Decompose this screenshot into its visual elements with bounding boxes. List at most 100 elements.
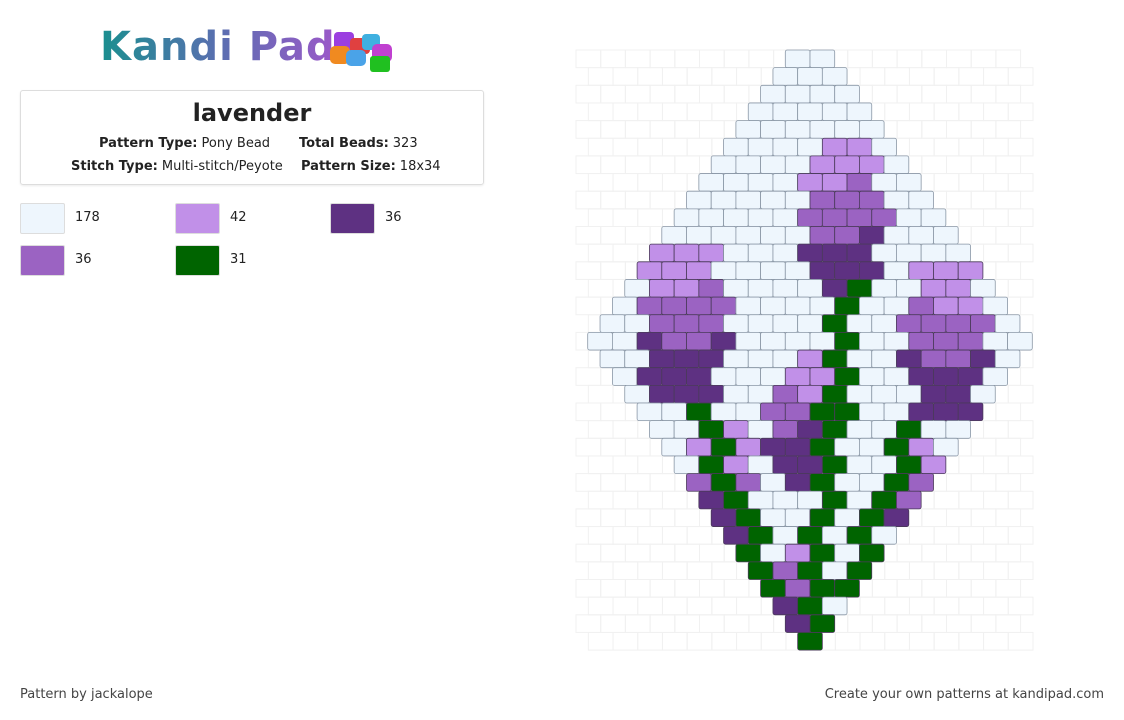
bead [624,314,650,333]
bead [821,243,848,263]
bead [945,349,971,369]
bead [747,384,774,404]
bead [809,120,836,139]
grid-cell [686,596,713,616]
bead [698,208,724,227]
grid-cell [958,526,985,545]
grid-cell [859,596,886,616]
bead [723,314,749,333]
grid-cell [587,561,614,580]
bead [735,190,761,210]
bead [858,473,885,492]
bead [673,314,700,333]
bead [784,508,811,527]
bead [896,314,922,333]
grid-cell [637,137,663,157]
bead [760,579,786,598]
grid-cell [600,508,626,528]
bead [698,173,724,192]
bead [784,579,811,598]
grid-cell [686,137,713,157]
field-value: Pony Bead [201,136,271,151]
grid-cell [983,420,1009,439]
grid-cell [995,261,1022,280]
grid-cell [600,49,626,69]
bead [710,155,737,174]
bead [661,402,687,422]
bead [784,402,811,422]
bead [858,543,885,563]
color-swatch[interactable] [20,245,65,276]
bead [858,331,885,351]
grid-cell [575,49,602,69]
logo[interactable]: Kandi Pad [100,24,336,70]
bead [896,173,922,192]
grid-cell [958,596,985,616]
grid-cell [995,402,1022,422]
color-swatch[interactable] [330,203,375,234]
grid-cell [1007,596,1034,616]
grid-cell [958,102,985,122]
bead [871,137,897,157]
color-swatch[interactable] [175,203,220,234]
grid-cell [983,596,1009,616]
bead [809,473,836,492]
grid-cell [933,561,960,580]
bead [809,614,836,633]
bead [710,473,737,492]
bead [599,349,626,369]
grid-cell [921,508,947,528]
bead [858,402,885,422]
grid-cell [983,243,1009,263]
bead [809,190,836,210]
grid-cell [970,579,997,598]
grid-cell [884,631,910,651]
grid-cell [575,190,602,210]
bead [883,508,910,527]
field-value: 323 [392,136,418,151]
grid-cell [970,508,997,528]
bead [797,279,823,298]
grid-cell [1007,490,1034,510]
bead [994,349,1021,369]
credit: Pattern by jackalope [20,687,153,702]
bead [834,120,860,139]
grid-cell [711,561,738,580]
bead [871,420,897,439]
grid-cell [624,49,651,69]
grid-cell [908,137,935,157]
color-swatch[interactable] [175,245,220,276]
grid-cell [637,173,663,192]
grid-cell [921,155,947,175]
bead [723,279,749,298]
grid-cell [649,84,676,104]
grid-cell [600,261,626,280]
field-value: 18x34 [399,159,441,174]
grid-cell [575,367,602,386]
field-value: Multi-stitch/Peyote [161,159,283,174]
bead [747,455,774,475]
grid-cell [587,384,614,404]
grid-cell [946,84,972,104]
bead [735,508,761,527]
bead [982,331,1008,351]
info-field: Stitch Type: Multi-stitch/Peyote [71,159,283,174]
promo-link[interactable]: Create your own patterns at kandipad.com [824,687,1104,702]
bead [846,173,873,192]
grid-cell [612,208,639,228]
bead [809,508,836,527]
grid-cell [958,67,985,86]
grid-cell [983,102,1009,122]
bead [933,226,959,245]
bead [760,367,786,386]
grid-cell [884,596,910,616]
color-swatch[interactable] [20,203,65,234]
grid-cell [1007,278,1034,298]
grid-cell [661,526,688,545]
grid-cell [896,84,923,104]
grid-cell [649,120,676,139]
bead [673,243,700,263]
bead [735,473,761,492]
bead [636,367,663,386]
bead [772,243,799,263]
